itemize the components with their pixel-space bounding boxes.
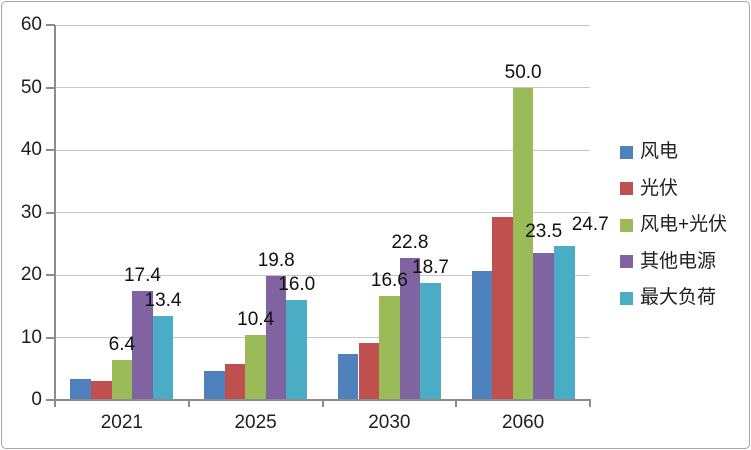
bar-2060-series-0[interactable] <box>471 270 493 400</box>
y-axis-tick-label: 40 <box>20 139 42 160</box>
y-axis-tick-label: 20 <box>20 264 42 285</box>
y-axis-tick <box>46 86 55 89</box>
legend-label: 风电+光伏 <box>640 214 728 235</box>
y-axis-line <box>54 25 56 402</box>
x-axis-category-label: 2030 <box>368 412 411 433</box>
bar-value-label: 16.0 <box>278 274 316 295</box>
bar-2025-series-2[interactable] <box>245 335 266 400</box>
y-axis-tick <box>46 274 55 276</box>
legend-swatch <box>620 255 633 268</box>
bar-2021-series-3[interactable] <box>132 291 153 400</box>
bar-value-label: 18.7 <box>412 257 449 279</box>
bar-value-label: 10.4 <box>237 309 275 330</box>
legend-label: 风电 <box>640 141 679 162</box>
legend-item-series-2[interactable]: 风电+光伏 <box>620 214 727 236</box>
x-axis-tick <box>54 400 56 407</box>
gridline <box>55 337 590 338</box>
gridline <box>55 87 590 88</box>
y-axis-tick <box>46 399 55 401</box>
bar-value-label: 23.5 <box>525 221 563 243</box>
bar-2030-series-0[interactable] <box>337 353 359 400</box>
bar-2030-series-3[interactable] <box>399 257 421 400</box>
bar-2025-series-3[interactable] <box>265 276 287 400</box>
legend-swatch <box>620 291 633 305</box>
legend-label: 最大负荷 <box>640 287 717 308</box>
gridline <box>55 149 590 151</box>
bar-value-label: 16.6 <box>370 270 408 292</box>
x-axis-category-label: 2060 <box>501 412 545 433</box>
bar-value-label: 6.4 <box>108 334 136 355</box>
x-axis-tick <box>455 400 458 407</box>
bar-2060-series-1[interactable] <box>492 216 513 400</box>
bar-value-label: 22.8 <box>391 231 429 253</box>
bar-value-label: 17.4 <box>123 265 161 287</box>
bar-2060-series-2[interactable] <box>512 87 534 400</box>
y-axis-tick-label: 0 <box>31 389 42 410</box>
y-axis-tick <box>46 149 55 151</box>
bar-2030-series-1[interactable] <box>358 342 380 400</box>
bar-2021-series-2[interactable] <box>111 360 133 400</box>
gridline <box>55 24 590 26</box>
x-axis-tick <box>321 400 324 407</box>
y-axis-tick-label: 30 <box>20 201 42 223</box>
x-axis-category-label: 2021 <box>100 412 144 433</box>
x-axis-tick <box>187 400 190 407</box>
legend-item-series-3[interactable]: 其他电源 <box>620 251 716 273</box>
x-axis-category-label: 2025 <box>234 412 277 433</box>
legend-item-series-4[interactable]: 最大负荷 <box>620 287 716 309</box>
gridline <box>55 274 590 276</box>
bar-2025-series-1[interactable] <box>224 364 246 400</box>
y-axis-tick-label: 60 <box>20 14 42 35</box>
bar-2021-series-4[interactable] <box>152 316 174 400</box>
bar-2021-series-0[interactable] <box>70 378 91 400</box>
legend-item-series-1[interactable]: 光伏 <box>620 178 678 200</box>
bar-value-label: 24.7 <box>571 213 609 235</box>
y-axis-tick <box>46 24 55 26</box>
y-axis-tick-label: 10 <box>20 326 42 348</box>
x-axis-tick <box>589 400 591 407</box>
bar-value-label: 13.4 <box>144 290 182 312</box>
bar-2030-series-2[interactable] <box>379 296 400 400</box>
y-axis-tick <box>46 211 55 214</box>
gridline <box>55 212 590 213</box>
bar-value-label: 50.0 <box>504 61 542 83</box>
bar-2030-series-4[interactable] <box>420 283 441 400</box>
bar-2021-series-1[interactable] <box>91 381 112 400</box>
y-axis-tick-label: 50 <box>20 76 42 98</box>
bar-2025-series-0[interactable] <box>204 370 225 400</box>
legend-swatch <box>620 145 633 159</box>
legend-label: 光伏 <box>640 177 679 199</box>
legend-swatch <box>620 182 633 195</box>
bar-value-label: 19.8 <box>257 250 295 272</box>
bar-2060-series-4[interactable] <box>553 245 575 400</box>
legend-item-series-0[interactable]: 风电 <box>620 141 678 163</box>
bar-2025-series-4[interactable] <box>286 300 308 400</box>
legend-swatch <box>620 218 633 232</box>
bar-2060-series-3[interactable] <box>533 253 554 400</box>
legend-label: 其他电源 <box>640 250 717 272</box>
y-axis-tick <box>46 336 55 339</box>
